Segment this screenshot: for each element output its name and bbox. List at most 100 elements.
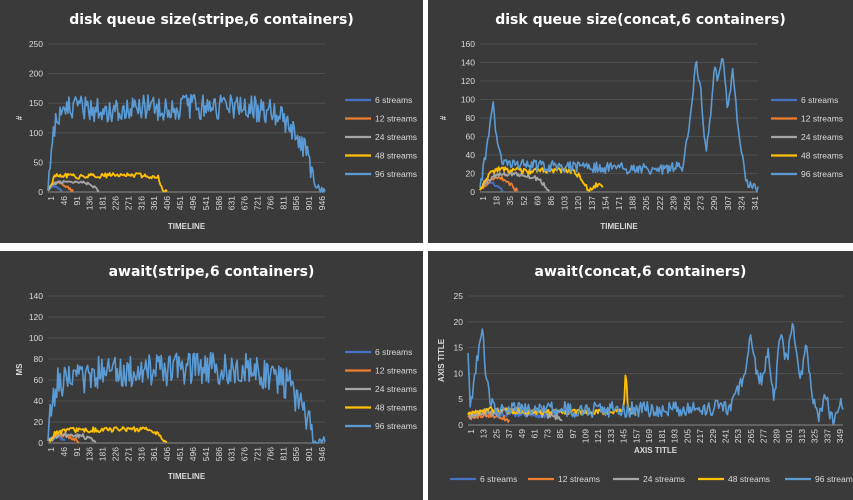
y-tick-label: 80 bbox=[34, 354, 44, 364]
x-tick-label: 154 bbox=[600, 196, 610, 210]
y-tick-label: 120 bbox=[461, 76, 475, 86]
x-tick-label: 811 bbox=[278, 196, 288, 210]
x-tick-label: 325 bbox=[810, 429, 820, 443]
x-tick-label: 1 bbox=[478, 196, 488, 201]
x-tick-label: 18 bbox=[492, 196, 502, 206]
legend-label: 12 streams bbox=[558, 474, 600, 484]
chart-title: disk queue size(stripe,6 containers) bbox=[69, 12, 353, 28]
x-tick-label: 946 bbox=[317, 196, 327, 210]
x-tick-label: 61 bbox=[530, 429, 540, 439]
x-tick-label: 721 bbox=[252, 196, 262, 210]
x-tick-label: 1 bbox=[46, 447, 56, 452]
chart-title: await(stripe,6 containers) bbox=[109, 264, 315, 280]
legend-label: 96 streams bbox=[815, 474, 853, 484]
legend-label: 12 streams bbox=[375, 366, 417, 376]
y-tick-label: 5 bbox=[458, 394, 463, 404]
x-axis-title: TIMELINE bbox=[168, 472, 206, 481]
series-line-96-streams bbox=[467, 322, 844, 426]
x-tick-label: 136 bbox=[85, 447, 95, 461]
x-tick-label: 37 bbox=[504, 429, 514, 439]
x-tick-label: 766 bbox=[265, 447, 275, 461]
x-tick-label: 766 bbox=[265, 196, 275, 210]
y-tick-label: 15 bbox=[454, 343, 464, 353]
x-tick-label: 361 bbox=[149, 447, 159, 461]
x-tick-label: 169 bbox=[644, 429, 654, 443]
x-tick-label: 316 bbox=[136, 447, 146, 461]
x-tick-label: 91 bbox=[72, 196, 82, 206]
y-tick-label: 150 bbox=[29, 98, 43, 108]
y-tick-label: 10 bbox=[454, 368, 464, 378]
x-tick-label: 946 bbox=[317, 447, 327, 461]
x-tick-label: 277 bbox=[759, 429, 769, 443]
chart-disk-queue-concat: disk queue size(concat,6 containers) 0 20 4… bbox=[439, 12, 843, 231]
x-tick-label: 91 bbox=[72, 447, 82, 457]
x-tick-label: 676 bbox=[240, 447, 250, 461]
x-tick-label: 316 bbox=[136, 196, 146, 210]
y-tick-label: 200 bbox=[29, 69, 43, 79]
x-axis-title: AXIS TITLE bbox=[634, 446, 678, 455]
series-line-24-streams bbox=[47, 431, 97, 443]
y-axis-title: AXIS TITLE bbox=[437, 338, 446, 382]
chart-disk-queue-stripe: disk queue size(stripe,6 containers) 0 50 1… bbox=[15, 12, 417, 231]
y-tick-label: 0 bbox=[38, 438, 43, 448]
x-tick-label: 188 bbox=[628, 196, 638, 210]
x-tick-label: 136 bbox=[85, 196, 95, 210]
x-tick-label: 341 bbox=[750, 196, 760, 210]
x-tick-label: 13 bbox=[479, 429, 489, 439]
x-tick-label: 406 bbox=[162, 196, 172, 210]
x-tick-label: 241 bbox=[720, 429, 730, 443]
y-tick-label: 0 bbox=[470, 187, 475, 197]
y-tick-label: 20 bbox=[34, 417, 44, 427]
chart-panel-disk-queue-concat: disk queue size(concat,6 containers) 0 20 4… bbox=[428, 0, 853, 243]
y-tick-label: 250 bbox=[29, 39, 43, 49]
x-tick-label: 181 bbox=[98, 196, 108, 210]
x-tick-label: 496 bbox=[188, 447, 198, 461]
x-tick-label: 157 bbox=[631, 429, 641, 443]
x-tick-label: 109 bbox=[581, 429, 591, 443]
chart-await-stripe: await(stripe,6 containers)02040608010012… bbox=[15, 264, 417, 481]
x-tick-label: 721 bbox=[252, 447, 262, 461]
y-tick-label: 20 bbox=[454, 317, 464, 327]
y-tick-label: 100 bbox=[461, 95, 475, 105]
y-tick-label: 80 bbox=[466, 113, 476, 123]
y-axis-title: # bbox=[15, 115, 24, 120]
x-tick-label: 496 bbox=[188, 196, 198, 210]
x-tick-label: 226 bbox=[111, 447, 121, 461]
x-tick-label: 451 bbox=[175, 447, 185, 461]
x-tick-label: 120 bbox=[573, 196, 583, 210]
legend-label: 48 streams bbox=[728, 474, 770, 484]
x-tick-label: 901 bbox=[304, 447, 314, 461]
x-tick-label: 97 bbox=[568, 429, 578, 439]
series-line-24-streams bbox=[47, 180, 100, 193]
y-tick-label: 140 bbox=[29, 291, 43, 301]
chart-title: await(concat,6 containers) bbox=[535, 264, 747, 280]
series-line-48-streams bbox=[47, 172, 168, 193]
x-tick-label: 265 bbox=[746, 429, 756, 443]
x-tick-label: 901 bbox=[304, 196, 314, 210]
x-tick-label: 253 bbox=[733, 429, 743, 443]
x-tick-label: 856 bbox=[291, 196, 301, 210]
y-tick-label: 0 bbox=[458, 420, 463, 430]
y-tick-label: 40 bbox=[466, 150, 476, 160]
legend-label: 96 streams bbox=[375, 421, 417, 431]
x-tick-label: 239 bbox=[668, 196, 678, 210]
x-tick-label: 145 bbox=[619, 429, 629, 443]
x-tick-label: 25 bbox=[491, 429, 501, 439]
x-tick-label: 290 bbox=[709, 196, 719, 210]
legend-label: 6 streams bbox=[375, 95, 412, 105]
legend-label: 6 streams bbox=[801, 95, 838, 105]
chart-panel-disk-queue-stripe: disk queue size(stripe,6 containers) 0 50 1… bbox=[0, 0, 423, 243]
x-tick-label: 205 bbox=[641, 196, 651, 210]
x-tick-label: 811 bbox=[278, 447, 288, 461]
y-tick-label: 20 bbox=[466, 169, 476, 179]
x-tick-label: 35 bbox=[505, 196, 515, 206]
x-tick-label: 451 bbox=[175, 196, 185, 210]
legend-label: 96 streams bbox=[375, 169, 417, 179]
x-tick-label: 171 bbox=[614, 196, 624, 210]
x-tick-label: 324 bbox=[736, 196, 746, 210]
x-tick-label: 69 bbox=[532, 196, 542, 206]
y-tick-label: 60 bbox=[34, 375, 44, 385]
y-tick-label: 60 bbox=[466, 132, 476, 142]
x-tick-label: 52 bbox=[519, 196, 529, 206]
